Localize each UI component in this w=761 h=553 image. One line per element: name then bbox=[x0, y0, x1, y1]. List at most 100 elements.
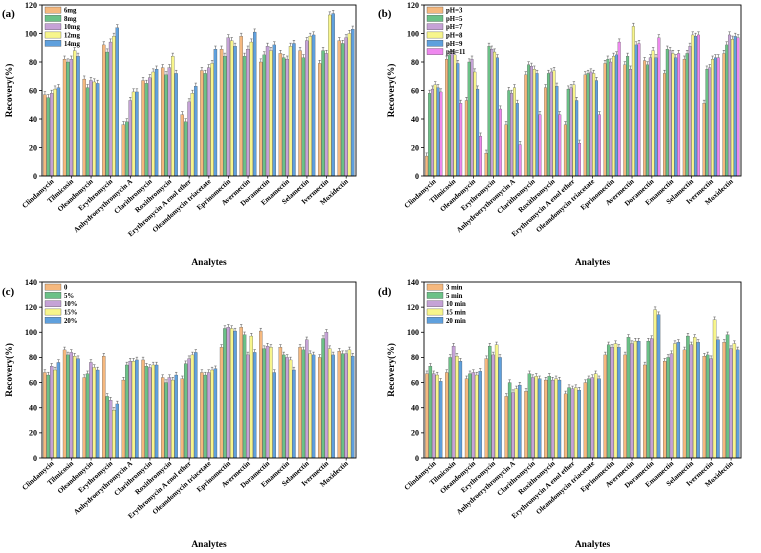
bar bbox=[317, 63, 322, 177]
bar bbox=[430, 88, 434, 177]
bar bbox=[676, 342, 681, 459]
bar bbox=[464, 100, 468, 177]
bar bbox=[92, 81, 96, 177]
bar bbox=[496, 57, 499, 177]
y-tick-label: 40 bbox=[411, 404, 419, 413]
bar bbox=[633, 340, 638, 459]
bar bbox=[311, 354, 316, 459]
bar bbox=[428, 93, 431, 177]
bar bbox=[682, 349, 687, 459]
y-tick-label: 20 bbox=[411, 429, 419, 438]
bar bbox=[233, 330, 237, 459]
bar bbox=[609, 61, 613, 177]
bar bbox=[464, 378, 469, 459]
y-tick-label: 80 bbox=[29, 353, 37, 362]
bar bbox=[305, 40, 309, 177]
bar bbox=[634, 44, 638, 177]
bar bbox=[629, 69, 632, 177]
bar bbox=[603, 354, 607, 459]
bar bbox=[569, 87, 573, 177]
bar bbox=[686, 335, 690, 459]
bar bbox=[712, 319, 717, 459]
bar bbox=[278, 347, 283, 459]
bar bbox=[663, 361, 667, 459]
bar bbox=[219, 347, 224, 459]
bar bbox=[617, 347, 621, 459]
bar bbox=[643, 364, 647, 459]
bar bbox=[456, 63, 460, 177]
y-axis-label: Recovery(%) bbox=[386, 343, 397, 397]
bar bbox=[194, 86, 198, 177]
bar bbox=[484, 358, 489, 459]
bar bbox=[46, 374, 50, 459]
bars bbox=[425, 306, 740, 459]
y-axis-label: Recovery(%) bbox=[4, 64, 15, 118]
bar bbox=[187, 101, 191, 177]
bar bbox=[154, 364, 159, 459]
bar bbox=[73, 356, 77, 459]
bar bbox=[459, 103, 463, 177]
bar bbox=[498, 108, 502, 177]
bar bbox=[705, 69, 709, 177]
bar bbox=[151, 71, 155, 177]
bar bbox=[653, 309, 657, 459]
legend-entry: pH=11 bbox=[446, 49, 466, 56]
legend-entry: 15 min bbox=[446, 310, 466, 317]
bar bbox=[49, 93, 54, 177]
bar bbox=[597, 114, 601, 177]
legend-swatch bbox=[44, 317, 62, 324]
bar bbox=[713, 57, 717, 177]
y-tick-label: 40 bbox=[29, 404, 37, 413]
bar bbox=[558, 114, 562, 177]
bar bbox=[180, 114, 184, 177]
bar bbox=[453, 54, 457, 177]
bar bbox=[479, 135, 482, 177]
legend-swatch bbox=[426, 40, 444, 47]
bar bbox=[347, 33, 352, 177]
bar bbox=[445, 59, 448, 177]
bar bbox=[476, 88, 480, 177]
bar bbox=[151, 364, 155, 459]
bar bbox=[174, 374, 178, 459]
bar bbox=[593, 373, 598, 459]
legend-entry: 0 bbox=[64, 285, 68, 292]
bar bbox=[637, 43, 641, 177]
bar bbox=[583, 382, 588, 459]
chart-panel-3: (c)020406080100120140Recovery(%)Clindamy… bbox=[2, 278, 357, 550]
bar bbox=[200, 70, 204, 177]
legend-entry: 15% bbox=[64, 310, 78, 317]
bar bbox=[613, 343, 618, 459]
bar bbox=[549, 71, 553, 177]
bar bbox=[470, 59, 474, 177]
bar bbox=[89, 80, 93, 177]
legend-swatch bbox=[44, 15, 62, 22]
bar bbox=[351, 29, 355, 177]
bar bbox=[490, 49, 494, 177]
legend-swatch bbox=[426, 283, 444, 291]
bar bbox=[510, 93, 514, 177]
bar bbox=[535, 73, 539, 177]
bar bbox=[242, 56, 247, 177]
y-tick-label: 40 bbox=[29, 115, 37, 124]
bar bbox=[62, 349, 67, 459]
legend-entry: pH=5 bbox=[446, 16, 463, 23]
chart-panel-1: (a)020406080100120Recovery(%)Clindamycin… bbox=[2, 1, 357, 268]
bar bbox=[606, 59, 610, 177]
bar bbox=[597, 378, 601, 459]
bar bbox=[722, 53, 726, 177]
x-axis-label: Analytes bbox=[575, 258, 611, 268]
bar bbox=[493, 51, 497, 177]
legend-entry: 6mg bbox=[64, 8, 77, 15]
bar bbox=[141, 80, 145, 177]
bar bbox=[736, 349, 740, 459]
bar bbox=[223, 328, 227, 459]
bar bbox=[455, 356, 459, 459]
bar bbox=[269, 347, 273, 459]
y-tick-label: 60 bbox=[29, 378, 37, 387]
bar bbox=[226, 327, 230, 459]
bar bbox=[239, 327, 243, 459]
bar bbox=[617, 41, 621, 177]
y-tick-label: 80 bbox=[411, 353, 419, 362]
bar bbox=[331, 354, 335, 459]
